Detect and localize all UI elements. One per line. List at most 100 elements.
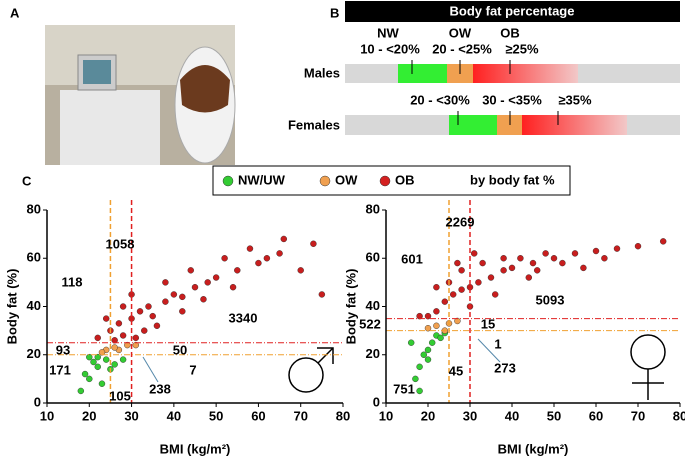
count-label: 93 bbox=[56, 342, 70, 357]
y-tick-label: 20 bbox=[366, 346, 380, 361]
row-label: Males bbox=[304, 65, 340, 80]
point bbox=[234, 267, 241, 274]
point bbox=[613, 245, 621, 252]
y-tick-label: 0 bbox=[373, 394, 380, 409]
count-label: 5093 bbox=[536, 292, 565, 307]
x-tick-label: 30 bbox=[124, 408, 138, 423]
point bbox=[229, 284, 237, 291]
point bbox=[136, 308, 144, 315]
point bbox=[81, 370, 89, 378]
point bbox=[297, 267, 304, 274]
count-label: 171 bbox=[49, 362, 71, 377]
legend-note: by body fat % bbox=[470, 172, 555, 187]
point bbox=[221, 255, 228, 262]
legend-swatch bbox=[222, 175, 234, 187]
x-label: BMI (kg/m²) bbox=[160, 441, 231, 456]
count-label: 15 bbox=[481, 316, 495, 331]
count-label: 45 bbox=[449, 363, 463, 378]
x-tick-label: 80 bbox=[673, 408, 685, 423]
point bbox=[119, 303, 127, 310]
x-tick-label: 80 bbox=[336, 408, 350, 423]
count-label: 273 bbox=[494, 360, 516, 375]
row-label: Females bbox=[288, 117, 340, 132]
x-tick-label: 50 bbox=[209, 408, 223, 423]
b-title: Body fat percentage bbox=[450, 3, 575, 18]
point bbox=[280, 235, 287, 243]
point bbox=[437, 334, 444, 342]
point bbox=[458, 267, 465, 274]
x-tick-label: 70 bbox=[293, 408, 307, 423]
point bbox=[162, 298, 169, 305]
x-tick-label: 20 bbox=[82, 408, 96, 423]
point bbox=[111, 344, 118, 351]
count-label: 7 bbox=[189, 362, 196, 377]
count-label: 105 bbox=[109, 388, 131, 403]
count-label: 3340 bbox=[229, 310, 258, 325]
point bbox=[420, 351, 427, 358]
panel-label: C bbox=[22, 173, 32, 188]
male-symbol bbox=[288, 347, 334, 393]
point bbox=[660, 238, 667, 245]
panel-label: B bbox=[330, 5, 339, 20]
count-label: 50 bbox=[173, 342, 187, 357]
range: 30 - <35% bbox=[482, 92, 542, 107]
point bbox=[94, 353, 101, 361]
point bbox=[416, 363, 423, 371]
range: ≥25% bbox=[505, 41, 539, 56]
point bbox=[263, 255, 271, 262]
group: OW bbox=[449, 25, 472, 40]
legend-label: OW bbox=[335, 172, 358, 187]
point bbox=[102, 356, 110, 363]
point bbox=[580, 264, 587, 272]
point bbox=[471, 250, 478, 257]
y-tick-label: 80 bbox=[27, 201, 41, 216]
count-label: 118 bbox=[62, 274, 83, 289]
point bbox=[179, 293, 186, 301]
leader bbox=[477, 338, 501, 363]
females-bar bbox=[345, 111, 680, 135]
point bbox=[318, 291, 326, 298]
female-symbol bbox=[630, 334, 666, 400]
point bbox=[433, 322, 440, 329]
point bbox=[416, 387, 423, 395]
photo bbox=[45, 25, 236, 165]
point bbox=[517, 255, 524, 262]
x-tick-label: 10 bbox=[40, 408, 54, 423]
x-tick-label: 60 bbox=[251, 408, 265, 423]
point bbox=[408, 339, 415, 346]
x-tick-label: 60 bbox=[589, 408, 603, 423]
point bbox=[433, 284, 440, 291]
x-tick-label: 70 bbox=[631, 408, 645, 423]
point bbox=[119, 332, 127, 339]
legend-label: NW/UW bbox=[238, 172, 286, 187]
point bbox=[162, 279, 169, 286]
point bbox=[542, 250, 549, 257]
point bbox=[119, 356, 127, 363]
count-label: 1 bbox=[494, 336, 501, 351]
point bbox=[111, 337, 118, 344]
males-bar bbox=[345, 60, 680, 83]
point bbox=[492, 291, 499, 298]
point bbox=[200, 296, 207, 303]
point bbox=[115, 320, 123, 327]
y-label: Body fat (%) bbox=[343, 269, 358, 345]
header-bar bbox=[345, 1, 680, 22]
x-tick-label: 50 bbox=[547, 408, 561, 423]
point bbox=[458, 286, 465, 293]
point bbox=[550, 255, 558, 262]
count-label: 522 bbox=[359, 316, 381, 331]
point bbox=[424, 356, 432, 363]
point bbox=[601, 255, 608, 262]
legend bbox=[212, 165, 571, 196]
count-label: 751 bbox=[393, 381, 415, 396]
point bbox=[204, 279, 211, 286]
point bbox=[508, 264, 516, 272]
point bbox=[102, 315, 110, 322]
point bbox=[149, 312, 156, 320]
range: 20 - <25% bbox=[432, 41, 492, 56]
point bbox=[592, 247, 600, 255]
y-tick-label: 60 bbox=[27, 250, 41, 265]
count-label: 238 bbox=[149, 381, 171, 396]
x-tick-label: 40 bbox=[505, 408, 519, 423]
